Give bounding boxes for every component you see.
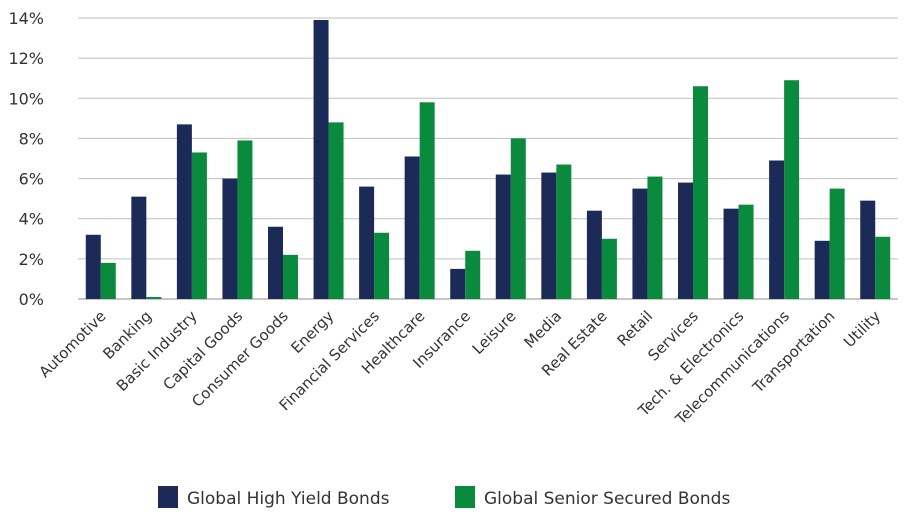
- bar-high-yield: [176, 124, 192, 299]
- bar-senior-secured: [601, 238, 617, 299]
- bar-senior-secured: [693, 86, 708, 299]
- bar-high-yield: [85, 234, 101, 299]
- bar-high-yield: [586, 210, 602, 299]
- x-category-label: Retail: [614, 307, 657, 350]
- y-tick-label: 10%: [8, 89, 44, 108]
- y-tick-label: 14%: [8, 9, 44, 28]
- bar-high-yield: [131, 196, 147, 299]
- x-category-label: Leisure: [469, 307, 520, 358]
- bar-high-yield: [450, 268, 466, 299]
- y-tick-label: 2%: [19, 250, 44, 269]
- bar-senior-secured: [374, 232, 390, 299]
- y-axis-ticks: 0% 2% 4% 6% 8% 10% 12% 14%: [8, 9, 44, 309]
- bar-senior-secured: [237, 140, 253, 299]
- bar-high-yield: [359, 186, 375, 299]
- bar-high-yield: [404, 156, 420, 299]
- bar-senior-secured: [647, 176, 663, 299]
- bar-high-yield: [860, 200, 876, 299]
- bar-senior-secured: [100, 262, 116, 299]
- legend-swatch: [455, 486, 475, 508]
- bar-senior-secured: [556, 164, 572, 299]
- legend-label: Global High Yield Bonds: [187, 489, 390, 509]
- bar-senior-secured: [510, 138, 526, 299]
- x-category-label: Utility: [840, 307, 884, 351]
- y-tick-label: 6%: [19, 170, 44, 189]
- bar-senior-secured: [465, 250, 481, 299]
- x-category-label: Media: [521, 307, 566, 352]
- bar-senior-secured: [191, 152, 207, 299]
- y-tick-label: 0%: [19, 290, 44, 309]
- x-category-label: Basic Industry: [113, 307, 201, 395]
- bar-high-yield: [313, 20, 329, 300]
- bar-high-yield: [222, 178, 238, 299]
- bar-high-yield: [678, 182, 693, 299]
- legend-swatch: [158, 486, 178, 508]
- gridlines: [78, 17, 898, 300]
- y-tick-label: 8%: [19, 129, 44, 148]
- legend-label: Global Senior Secured Bonds: [484, 489, 730, 509]
- bar-senior-secured: [146, 296, 162, 299]
- x-category-label: Automotive: [36, 307, 110, 381]
- bar-high-yield: [541, 172, 557, 299]
- bar-senior-secured: [875, 236, 891, 299]
- legend: Global High Yield Bonds Global Senior Sec…: [158, 486, 730, 509]
- bars: [85, 20, 891, 300]
- x-category-label: Transportation: [748, 307, 838, 397]
- y-tick-label: 4%: [19, 210, 44, 229]
- x-category-label: Capital Goods: [160, 307, 247, 394]
- bar-high-yield: [769, 160, 785, 299]
- bar-high-yield: [495, 174, 511, 299]
- bar-senior-secured: [283, 254, 298, 299]
- bar-senior-secured: [738, 204, 754, 299]
- bar-high-yield: [723, 208, 739, 299]
- bar-senior-secured: [829, 188, 845, 299]
- bar-senior-secured: [419, 102, 435, 299]
- bar-senior-secured: [784, 80, 800, 299]
- bar-senior-secured: [328, 122, 344, 299]
- y-tick-label: 12%: [8, 49, 44, 68]
- bar-high-yield: [814, 240, 830, 299]
- bar-high-yield: [268, 226, 283, 299]
- bar-high-yield: [632, 188, 648, 299]
